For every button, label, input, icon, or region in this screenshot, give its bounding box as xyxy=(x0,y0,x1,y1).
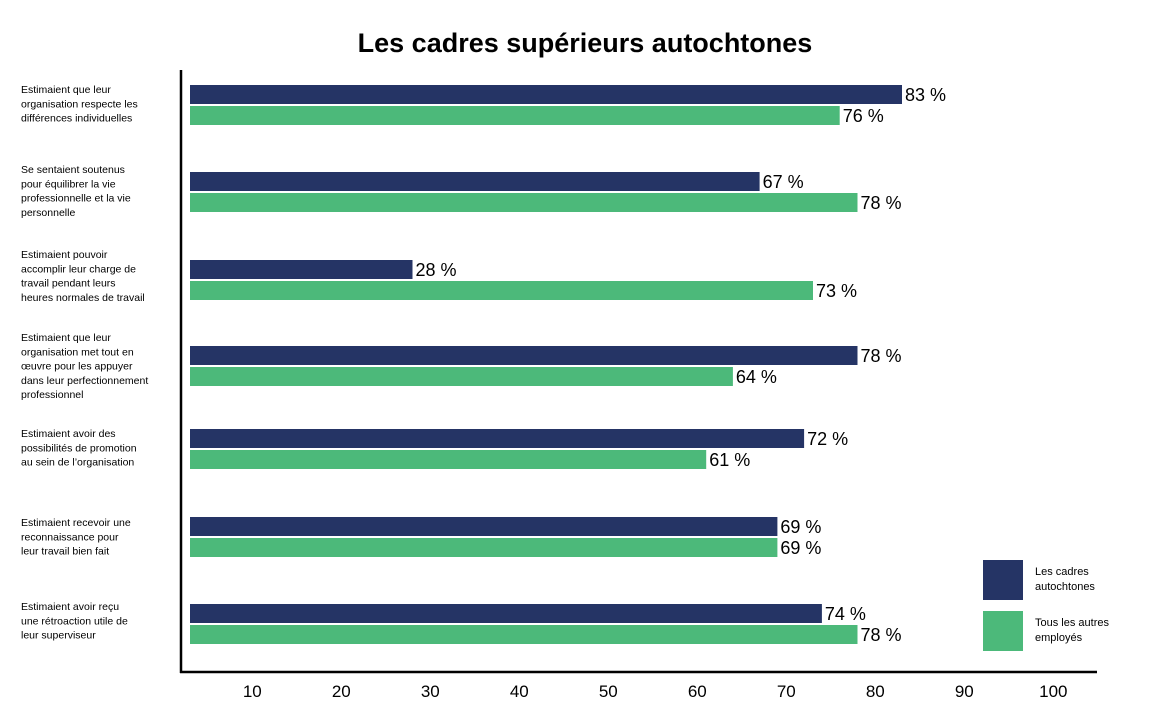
x-tick-label: 40 xyxy=(510,682,529,701)
category-label-line: personnelle xyxy=(21,207,75,219)
x-tick-label: 20 xyxy=(332,682,351,701)
category-label-line: leur travail bien fait xyxy=(21,546,109,558)
category-label-line: Estimaient avoir des xyxy=(21,428,116,440)
category-label-line: Se sentaient soutenus xyxy=(21,164,125,176)
category-label: Se sentaient soutenus pour équilibrer la … xyxy=(21,164,131,219)
category-label-line: Estimaient que leur xyxy=(21,84,111,96)
category-label-line: au sein de l’organisation xyxy=(21,457,134,469)
x-tick-label: 100 xyxy=(1039,682,1067,701)
legend-swatch-autres-employes xyxy=(983,611,1023,651)
category-label-line: Estimaient avoir reçu xyxy=(21,601,119,613)
category-labels: Estimaient que leur organisation respecte… xyxy=(21,84,148,642)
category-label-line: accomplir leur charge de xyxy=(21,263,136,275)
bar-autochtones xyxy=(190,517,778,536)
legend-label-line: Les cadres xyxy=(1035,566,1089,578)
bar-value-label: 69 % xyxy=(780,538,821,558)
chart-title: Les cadres supérieurs autochtones xyxy=(358,28,813,58)
category-label-line: reconnaissance pour xyxy=(21,531,119,543)
bar-autres-employes xyxy=(190,281,813,300)
category-label: Estimaient avoir des possibilités de prom… xyxy=(21,428,137,469)
category-label: Estimaient que leur organisation respecte… xyxy=(21,84,138,125)
bar-value-label: 74 % xyxy=(825,604,866,624)
x-tick-label: 90 xyxy=(955,682,974,701)
legend-label: Les cadres autochtones xyxy=(1035,566,1095,593)
bar-value-label: 78 % xyxy=(861,346,902,366)
category-label: Estimaient pouvoir accomplir leur charge … xyxy=(21,249,145,304)
bar-value-label: 28 % xyxy=(416,260,457,280)
category-label-line: leur superviseur xyxy=(21,630,96,642)
category-label-line: œuvre pour les appuyer xyxy=(21,361,133,373)
bar-autochtones xyxy=(190,260,413,279)
category-label-line: organisation met tout en xyxy=(21,346,134,358)
legend-label-line: employés xyxy=(1035,632,1083,644)
bar-value-label: 67 % xyxy=(763,172,804,192)
bar-autres-employes xyxy=(190,625,858,644)
category-label-line: dans leur perfectionnement xyxy=(21,375,148,387)
x-tick-label: 50 xyxy=(599,682,618,701)
category-label-line: travail pendant leurs xyxy=(21,278,116,290)
category-label-line: Estimaient recevoir une xyxy=(21,517,131,529)
bar-autochtones xyxy=(190,85,902,104)
category-label: Estimaient recevoir une reconnaissance po… xyxy=(21,517,131,558)
x-tick-label: 60 xyxy=(688,682,707,701)
legend-label: Tous les autres employés xyxy=(1035,617,1109,644)
axes xyxy=(179,70,1097,674)
bar-autres-employes xyxy=(190,193,858,212)
legend-label-line: autochtones xyxy=(1035,581,1095,593)
category-label-line: heures normales de travail xyxy=(21,292,145,304)
legend: Les cadres autochtones Tous les autres empl… xyxy=(983,560,1109,651)
bar-autres-employes xyxy=(190,450,707,469)
x-tick-label: 70 xyxy=(777,682,796,701)
bar-value-label: 69 % xyxy=(780,517,821,537)
legend-label-line: Tous les autres xyxy=(1035,617,1109,629)
x-tick-label: 80 xyxy=(866,682,885,701)
category-label-line: professionnel xyxy=(21,389,83,401)
bar-value-label: 76 % xyxy=(843,106,884,126)
category-label-line: organisation respecte les xyxy=(21,98,138,110)
bar-autres-employes xyxy=(190,106,840,125)
legend-swatch-autochtones xyxy=(983,560,1023,600)
bar-value-label: 72 % xyxy=(807,429,848,449)
bar-autochtones xyxy=(190,346,858,365)
bar-autochtones xyxy=(190,604,822,623)
bar-autres-employes xyxy=(190,367,733,386)
x-ticks: 10 20 30 40 50 60 70 80 90 100 xyxy=(243,682,1068,701)
category-label-line: différences individuelles xyxy=(21,113,132,125)
category-label-line: une rétroaction utile de xyxy=(21,615,128,627)
category-label-line: professionnelle et la vie xyxy=(21,193,131,205)
category-label-line: Estimaient que leur xyxy=(21,332,111,344)
bar-value-label: 78 % xyxy=(861,193,902,213)
bar-autres-employes xyxy=(190,538,778,557)
bar-value-label: 78 % xyxy=(861,625,902,645)
bars: 83 % 76 % 67 % 78 % 28 % 73 % 78 % 64 % 72 % 61 %… xyxy=(190,85,946,645)
category-label-line: Estimaient pouvoir xyxy=(21,249,108,261)
bar-autochtones xyxy=(190,429,805,448)
category-label-line: pour équilibrer la vie xyxy=(21,178,116,190)
x-tick-label: 30 xyxy=(421,682,440,701)
category-label-line: possibilités de promotion xyxy=(21,442,137,454)
bar-autochtones xyxy=(190,172,760,191)
bar-value-label: 73 % xyxy=(816,281,857,301)
bar-value-label: 83 % xyxy=(905,85,946,105)
x-tick-label: 10 xyxy=(243,682,262,701)
bar-value-label: 64 % xyxy=(736,367,777,387)
bar-value-label: 61 % xyxy=(709,450,750,470)
category-label: Estimaient avoir reçu une rétroaction uti… xyxy=(21,601,128,642)
category-label: Estimaient que leur organisation met tout… xyxy=(21,332,148,401)
